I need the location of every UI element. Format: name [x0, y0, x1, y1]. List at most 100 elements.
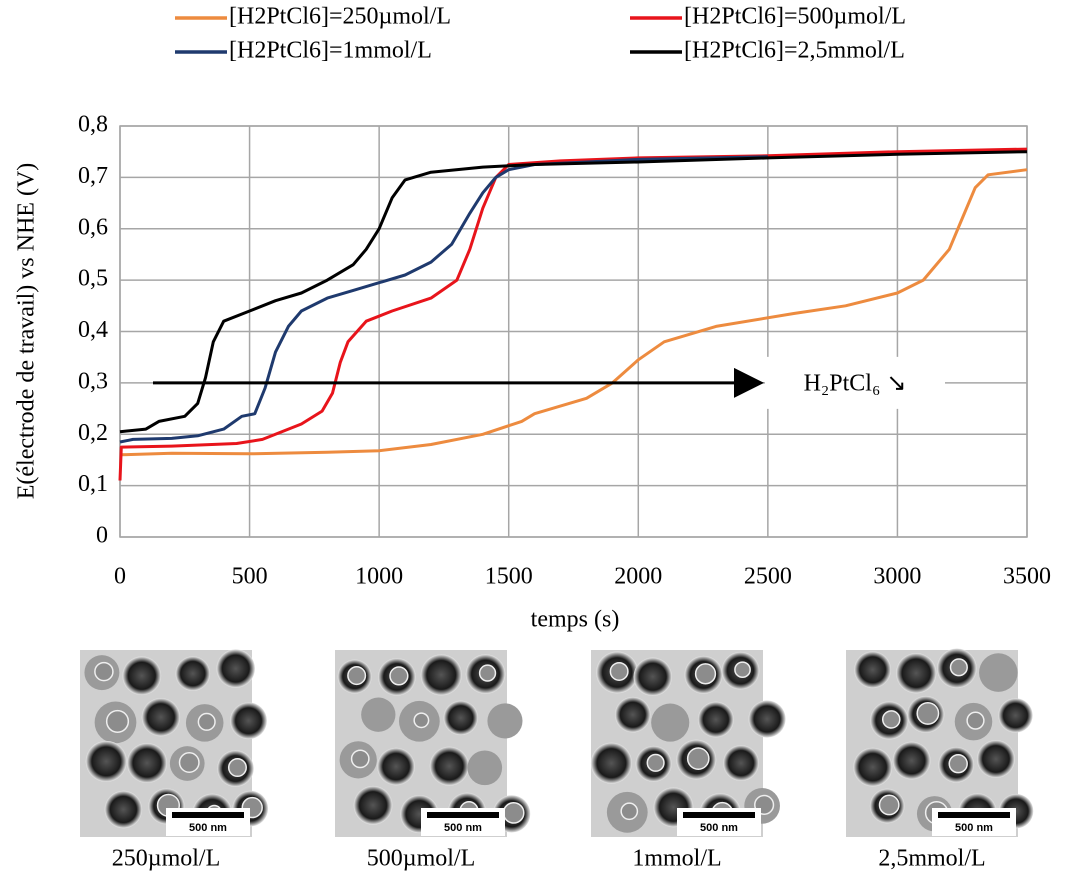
- y-tick-label: 0,2: [78, 420, 108, 446]
- pore: [353, 785, 393, 825]
- particle: [178, 752, 200, 773]
- x-tick-label: 3500: [1003, 564, 1051, 590]
- x-tick-label: 2000: [614, 564, 662, 590]
- legend-label: [H2PtCl6]=2,5mmol/L: [684, 38, 905, 64]
- pore: [614, 696, 651, 733]
- particle: [94, 661, 114, 682]
- x-tick-label: 3000: [873, 564, 921, 590]
- y-tick-label: 0,8: [78, 112, 108, 138]
- plot-border: [119, 125, 1028, 538]
- scale-label: 500 nm: [444, 822, 482, 834]
- pore: [443, 700, 479, 736]
- particle: [916, 701, 940, 725]
- legend-label: [H2PtCl6]=250µmol/L: [229, 4, 451, 30]
- micrograph: 500 nm: [846, 648, 1034, 837]
- x-tick-label: 1500: [485, 564, 533, 590]
- pore: [85, 740, 127, 782]
- pore: [998, 698, 1033, 733]
- scale-label: 500 nm: [955, 822, 993, 834]
- particle: [881, 710, 901, 729]
- series-line: [119, 155, 768, 444]
- series-line: [119, 150, 1028, 434]
- particle: [686, 747, 710, 770]
- pore: [141, 697, 181, 737]
- micrograph-caption: 2,5mmol/L: [878, 846, 985, 872]
- x-axis-label: temps (s): [531, 607, 620, 633]
- pore: [361, 697, 396, 732]
- particle: [949, 658, 968, 677]
- particle: [609, 661, 629, 681]
- y-axis-label: E(électrode de travail) vs NHE (V): [14, 163, 40, 500]
- micrograph: 500 nm: [335, 650, 531, 837]
- y-tick-label: 0,3: [78, 368, 108, 394]
- particle: [227, 758, 247, 778]
- particle: [646, 753, 665, 772]
- particle: [478, 664, 497, 682]
- scale-bar: [683, 812, 755, 818]
- pore: [104, 790, 143, 829]
- pore: [697, 701, 734, 738]
- particle: [948, 753, 968, 774]
- particle: [694, 663, 717, 685]
- pore: [429, 746, 469, 786]
- scale-label: 500 nm: [189, 822, 227, 834]
- scale-bar: [938, 812, 1010, 818]
- micrograph-caption: 250µmol/L: [112, 846, 221, 872]
- particle: [966, 711, 985, 730]
- y-tick-label: 0,5: [78, 266, 108, 292]
- scale-label: 500 nm: [700, 822, 738, 834]
- pore: [651, 703, 690, 742]
- annotation-box: [765, 356, 945, 409]
- pore: [420, 654, 462, 696]
- micrograph: 500 nm: [80, 649, 269, 837]
- pore: [590, 742, 633, 784]
- particle: [620, 802, 639, 821]
- x-tick-label: 1000: [355, 564, 403, 590]
- y-tick-label: 0,6: [78, 214, 108, 240]
- y-tick-label: 0: [96, 523, 108, 549]
- series-line: [118, 147, 1028, 481]
- particle: [878, 794, 900, 816]
- pore: [216, 649, 255, 688]
- particle: [502, 801, 525, 824]
- x-tick-label: 0: [114, 564, 126, 590]
- pore: [175, 656, 211, 691]
- pore: [122, 656, 162, 696]
- pore: [230, 702, 267, 740]
- pore: [976, 740, 1015, 778]
- pore: [748, 700, 786, 738]
- micrograph-caption: 1mmol/L: [632, 846, 721, 872]
- particle: [350, 749, 370, 769]
- particle: [347, 666, 367, 686]
- x-tick-label: 2500: [744, 564, 792, 590]
- pore: [467, 750, 503, 786]
- particle: [105, 709, 130, 733]
- pore: [633, 657, 672, 696]
- pore: [896, 653, 937, 694]
- pore: [853, 747, 893, 787]
- pore: [892, 741, 931, 780]
- pore: [979, 653, 1018, 692]
- scale-bar: [172, 812, 244, 818]
- legend-label: [H2PtCl6]=1mmol/L: [229, 38, 432, 64]
- pore: [723, 745, 759, 781]
- pore: [126, 742, 168, 784]
- pore: [377, 747, 415, 786]
- pore: [854, 651, 892, 689]
- scale-bar: [427, 812, 499, 818]
- annotation: H₂PtCl₆ ↘: [804, 370, 907, 396]
- pore: [487, 703, 523, 739]
- particle: [413, 712, 430, 729]
- x-tick-label: 500: [232, 564, 268, 590]
- particle: [197, 712, 216, 731]
- particle: [734, 661, 751, 679]
- y-tick-label: 0,4: [78, 317, 108, 343]
- y-tick-label: 0,1: [78, 471, 108, 497]
- legend-label: [H2PtCl6]=500µmol/L: [684, 4, 906, 30]
- particle: [389, 666, 409, 686]
- y-tick-label: 0,7: [78, 163, 108, 189]
- series-line: [119, 168, 1028, 457]
- micrograph-caption: 500µmol/L: [367, 846, 476, 872]
